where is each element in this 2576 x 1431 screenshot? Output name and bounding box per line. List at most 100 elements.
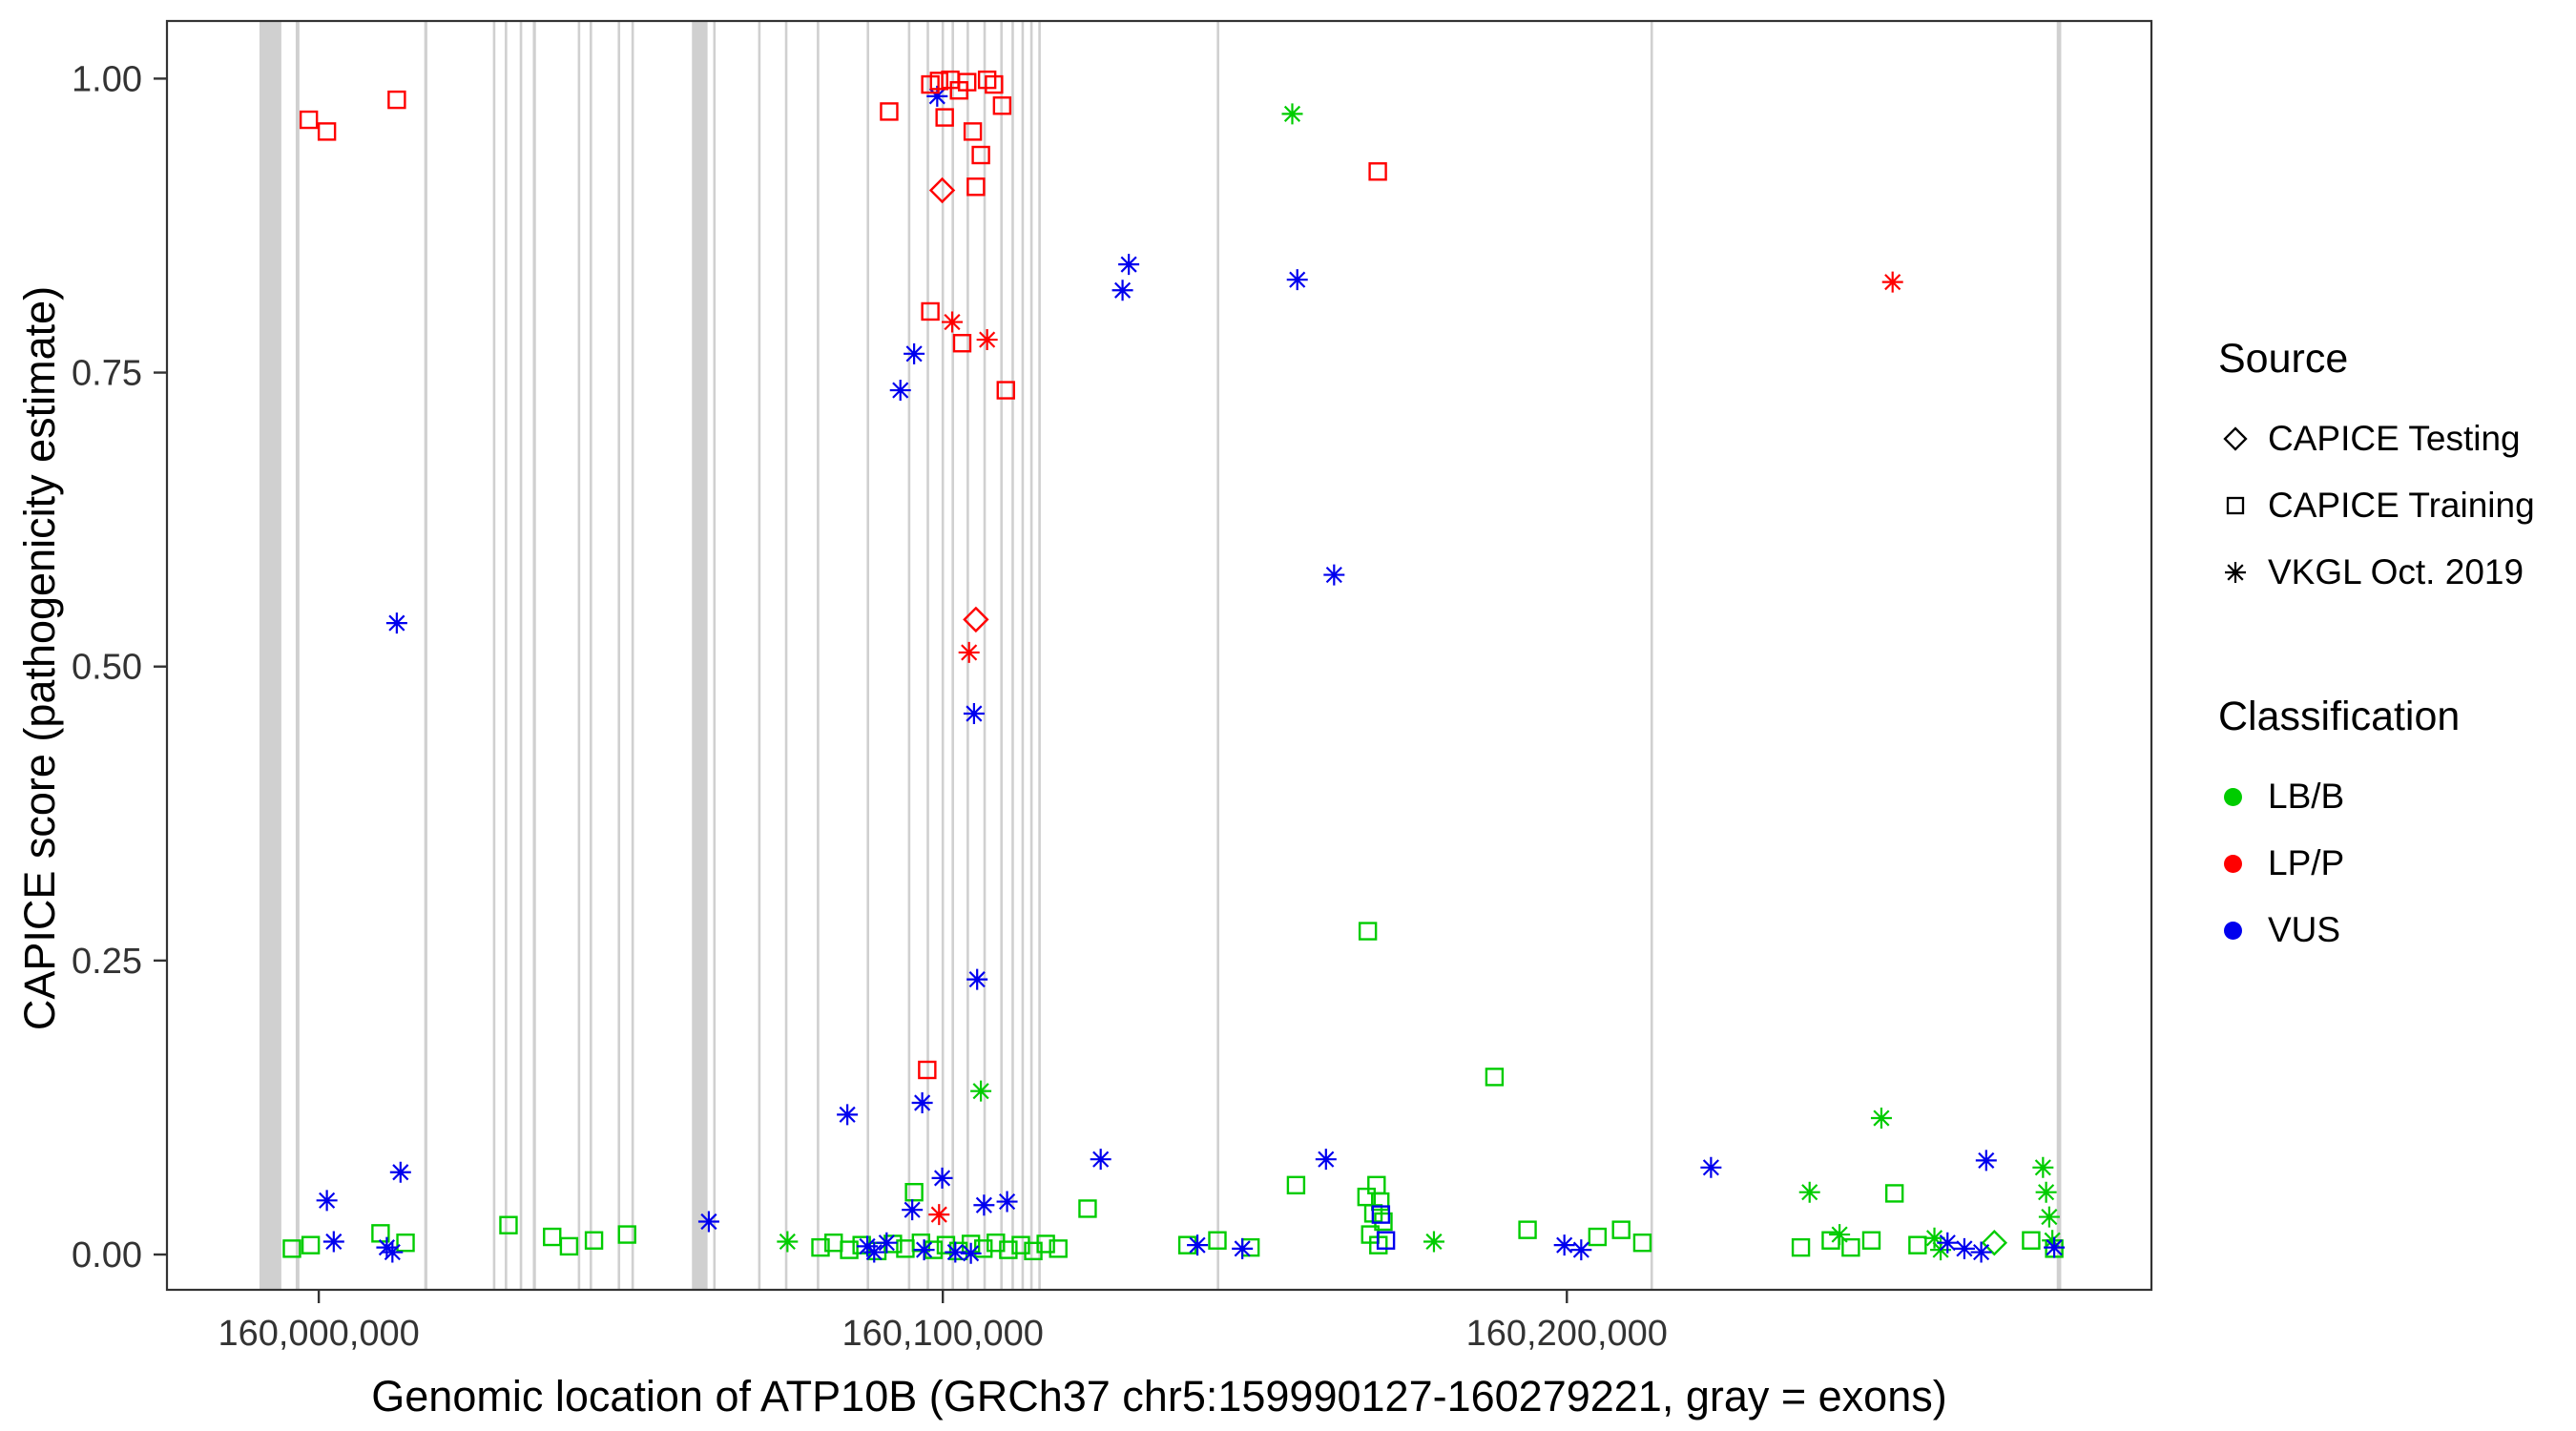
data-point — [1881, 271, 1903, 293]
legend-label-vkgl: VKGL Oct. 2019 — [2268, 552, 2524, 591]
data-point — [1611, 1220, 1631, 1239]
data-point — [1208, 1231, 1227, 1250]
exon-bar — [2056, 21, 2062, 1290]
data-point — [921, 301, 940, 321]
exon-bar — [492, 21, 496, 1290]
data-point — [889, 380, 911, 402]
y-tick-label: 0.00 — [72, 1235, 142, 1275]
data-point — [382, 1241, 404, 1263]
data-point — [976, 329, 998, 351]
data-point — [1358, 922, 1378, 941]
data-point — [301, 1235, 321, 1255]
data-point — [1367, 1175, 1386, 1194]
data-point — [1841, 1237, 1860, 1257]
x-tick-label: 160,200,000 — [1466, 1314, 1668, 1354]
data-point — [1981, 1230, 2008, 1256]
data-point — [396, 1233, 415, 1253]
data-point — [385, 612, 407, 634]
data-point — [904, 342, 925, 364]
data-point — [1281, 103, 1303, 125]
exon-bar — [692, 21, 708, 1290]
data-point — [2022, 1231, 2041, 1250]
data-point — [1423, 1231, 1444, 1253]
data-point — [963, 606, 989, 633]
data-point — [1376, 1231, 1396, 1250]
data-point — [1798, 1181, 1820, 1203]
data-point — [1953, 1237, 1975, 1259]
open-square-icon — [2218, 488, 2268, 523]
exon-bar — [1011, 21, 1014, 1290]
data-point — [1791, 1237, 1811, 1257]
data-point — [1036, 1234, 1055, 1254]
exon-bar — [424, 21, 427, 1290]
data-point — [1111, 280, 1133, 301]
exon-bar — [1000, 21, 1003, 1290]
exon-bar — [577, 21, 581, 1290]
data-point — [1011, 1235, 1030, 1255]
data-point — [2044, 1236, 2066, 1258]
plot-panel-border — [165, 19, 2153, 1292]
data-point — [880, 102, 899, 121]
data-point — [904, 1182, 924, 1202]
data-point — [1884, 1184, 1904, 1203]
exon-bar — [259, 21, 281, 1290]
data-point — [777, 1231, 799, 1253]
data-point — [1937, 1232, 1959, 1254]
exon-bar — [951, 21, 954, 1290]
data-point — [928, 1204, 950, 1226]
legend-group-classification: Classification LB/B LP/P VUS — [2218, 694, 2535, 964]
y-tick-label: 0.25 — [72, 942, 142, 982]
exon-bar — [505, 21, 508, 1290]
data-point — [936, 1235, 956, 1255]
data-point — [697, 1211, 719, 1233]
data-point — [931, 1167, 953, 1189]
y-axis-title: CAPICE score (pathogenicity estimate) — [15, 285, 64, 1031]
data-point — [971, 145, 990, 165]
y-tick-label: 1.00 — [72, 59, 142, 99]
exon-bar — [589, 21, 592, 1290]
data-point — [1861, 1231, 1881, 1250]
data-point — [958, 641, 980, 663]
data-point — [1371, 1205, 1391, 1224]
asterisk-icon — [2218, 555, 2268, 590]
data-point — [1090, 1149, 1111, 1171]
lbb-color-dot — [2224, 787, 2242, 806]
legend-title-source: Source — [2218, 336, 2349, 382]
legend-item-lpp: LP/P — [2218, 830, 2535, 897]
data-point — [1371, 1192, 1390, 1212]
data-point — [1923, 1227, 1945, 1249]
data-point — [902, 1199, 924, 1221]
data-point — [960, 1242, 982, 1264]
data-point — [929, 72, 948, 91]
data-point — [1286, 269, 1308, 291]
data-point — [1368, 162, 1387, 181]
data-point — [958, 73, 977, 92]
legend-group-source: Source CAPICE Testing CAPICE Training VK… — [2218, 336, 2535, 606]
legend: Source CAPICE Testing CAPICE Training VK… — [2218, 336, 2535, 1051]
data-point — [935, 108, 954, 127]
legend-item-lbb: LB/B — [2218, 763, 2535, 830]
legend-label-lpp: LP/P — [2268, 843, 2345, 882]
data-point — [999, 1240, 1018, 1259]
data-point — [1908, 1235, 1927, 1255]
data-point — [928, 176, 956, 204]
data-point — [389, 1161, 411, 1183]
data-point — [996, 381, 1015, 400]
data-point — [1118, 254, 1140, 276]
data-point — [863, 1241, 885, 1263]
data-point — [282, 1239, 301, 1258]
data-point — [322, 1231, 344, 1253]
exon-bar — [866, 21, 870, 1290]
x-axis-title: Genomic location of ATP10B (GRCh37 chr5:… — [371, 1372, 1947, 1421]
data-point — [1588, 1227, 1608, 1247]
data-point — [985, 74, 1004, 94]
exon-bar — [907, 21, 911, 1290]
exon-bar — [1021, 21, 1025, 1290]
data-point — [942, 311, 964, 333]
legend-item-capice-testing: CAPICE Testing — [2218, 405, 2535, 472]
data-point — [963, 703, 985, 725]
data-point — [1286, 1175, 1306, 1194]
data-point — [1829, 1224, 1851, 1246]
